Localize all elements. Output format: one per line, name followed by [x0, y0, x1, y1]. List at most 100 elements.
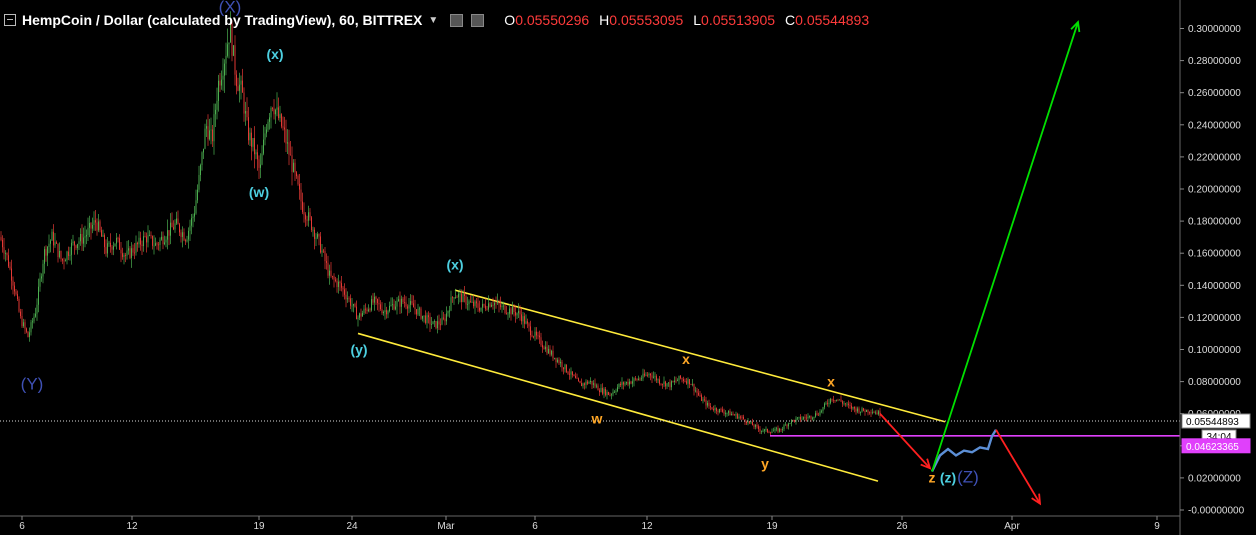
candle-body	[477, 303, 479, 308]
candle-body	[108, 242, 110, 244]
candle-body	[593, 383, 594, 385]
candle-body	[812, 417, 813, 419]
candle-body	[285, 129, 287, 144]
candle-body	[35, 313, 36, 317]
candle-body	[251, 132, 252, 147]
candle-body	[618, 383, 620, 388]
candle-body	[165, 239, 167, 243]
candle-body	[32, 321, 33, 323]
candle-body	[183, 232, 185, 241]
candle-body	[272, 107, 273, 109]
candle-body	[225, 55, 227, 64]
candle-body	[128, 248, 129, 251]
candle-body	[105, 247, 107, 254]
candle-body	[59, 250, 60, 257]
gear-icon[interactable]	[471, 13, 485, 27]
candle-body	[692, 383, 693, 385]
chevron-down-icon[interactable]: ▼	[428, 14, 439, 26]
projected-price-path	[930, 429, 998, 473]
candle-body	[74, 241, 75, 246]
candle-body	[758, 426, 759, 429]
candle-body	[350, 298, 351, 306]
candle-body	[587, 381, 588, 384]
candle-body	[323, 250, 324, 252]
x-tick-label: 6	[19, 521, 25, 532]
candle-body	[414, 307, 416, 310]
x-tick-label: 9	[1154, 521, 1160, 532]
candle-body	[170, 222, 171, 236]
candle-body	[650, 373, 651, 376]
support-price-tag: 0.04623365	[1181, 438, 1251, 454]
candle-body	[584, 383, 585, 385]
y-tick-label: 0.02000000	[1188, 473, 1241, 484]
candle-body	[54, 242, 56, 246]
candle-body	[591, 380, 593, 385]
candle-body	[519, 310, 521, 315]
candle-body	[554, 357, 555, 359]
candle-body	[714, 408, 716, 411]
candle-body	[567, 371, 569, 374]
candle-body	[222, 75, 224, 80]
candle-body	[218, 80, 219, 101]
candle-body	[156, 243, 158, 245]
candle-body	[8, 255, 9, 267]
candle-body	[446, 313, 447, 322]
candle-body	[345, 294, 347, 300]
candle-body	[506, 312, 507, 314]
candle-body	[405, 302, 407, 307]
candle-body	[138, 237, 140, 245]
collapse-icon[interactable]	[4, 14, 16, 26]
candle-body	[540, 337, 542, 346]
candle-body	[674, 380, 675, 382]
candle-body	[543, 347, 545, 350]
candle-body	[192, 216, 194, 219]
candle-body	[440, 324, 441, 326]
candle-body	[216, 100, 218, 110]
candle-body	[783, 425, 785, 429]
candle-body	[132, 248, 134, 253]
candle-body	[815, 413, 816, 417]
candle-body	[492, 304, 494, 306]
candle-body	[281, 114, 282, 127]
candle-body	[239, 84, 240, 91]
candle-body	[137, 242, 138, 245]
candle-body	[377, 298, 378, 303]
candle-body	[266, 129, 267, 134]
candle-body	[762, 430, 764, 432]
settings-icon[interactable]	[450, 13, 464, 27]
candle-body	[110, 242, 111, 247]
candle-body	[746, 421, 747, 424]
candle-body	[399, 299, 401, 307]
candle-body	[78, 241, 80, 245]
candle-body	[572, 371, 573, 376]
candle-body	[630, 381, 632, 384]
candle-body	[803, 417, 804, 419]
candle-body	[195, 200, 197, 214]
price-axis[interactable]: 0.30000000 0.28000000 0.26000000 0.24000000…	[1179, 0, 1251, 535]
candle-body	[203, 148, 204, 153]
candle-body	[306, 219, 308, 221]
candles-series	[0, 11, 881, 436]
candle-body	[521, 314, 522, 322]
candle-body	[767, 428, 768, 432]
candle-body	[284, 127, 285, 130]
candle-body	[615, 390, 617, 392]
candle-body	[426, 315, 428, 323]
candle-body	[69, 254, 71, 256]
candle-body	[396, 301, 398, 307]
candle-body	[381, 309, 383, 314]
wave-label: y	[761, 455, 769, 471]
candle-body	[260, 164, 261, 168]
candle-body	[777, 428, 779, 432]
candle-body	[339, 281, 341, 284]
time-axis[interactable]: 6 12 19 24 Mar 6 12 19 26 Apr 9	[0, 515, 1180, 532]
candle-body	[753, 425, 755, 427]
candle-body	[50, 240, 51, 244]
y-tick-label: 0.14000000	[1188, 281, 1241, 292]
candle-body	[12, 280, 14, 286]
candle-body	[21, 315, 23, 327]
candle-body	[663, 381, 665, 385]
symbol-title[interactable]: HempCoin / Dollar (calculated by Trading…	[22, 12, 423, 28]
candle-body	[836, 399, 837, 401]
